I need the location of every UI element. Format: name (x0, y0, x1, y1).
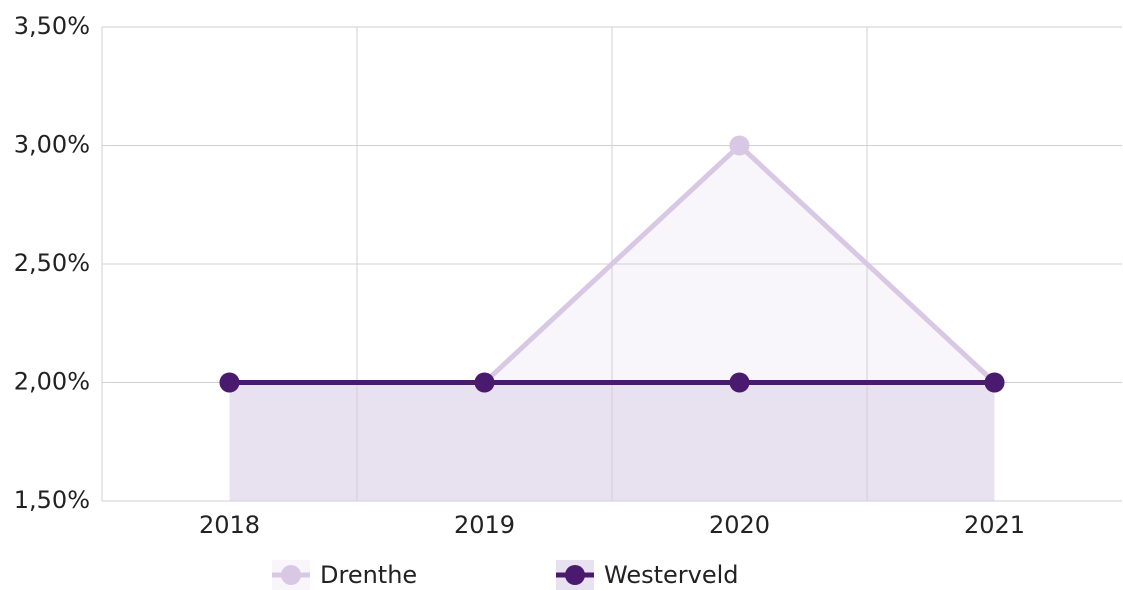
y-tick-label: 1,50% (14, 486, 90, 514)
data-point (474, 372, 495, 393)
y-tick-label: 3,50% (14, 12, 90, 40)
x-tick-label: 2018 (199, 511, 260, 539)
data-point (984, 372, 1005, 393)
data-point (729, 135, 750, 156)
legend-marker (281, 565, 301, 585)
y-tick-label: 2,50% (14, 249, 90, 277)
legend-label: Westerveld (604, 561, 739, 589)
data-point (729, 372, 750, 393)
y-tick-label: 3,00% (14, 131, 90, 159)
y-tick-label: 2,00% (14, 368, 90, 396)
x-tick-label: 2021 (964, 511, 1025, 539)
data-point (219, 372, 240, 393)
x-tick-label: 2020 (709, 511, 770, 539)
legend-marker (565, 565, 585, 585)
legend-label: Drenthe (320, 561, 417, 589)
x-tick-label: 2019 (454, 511, 515, 539)
